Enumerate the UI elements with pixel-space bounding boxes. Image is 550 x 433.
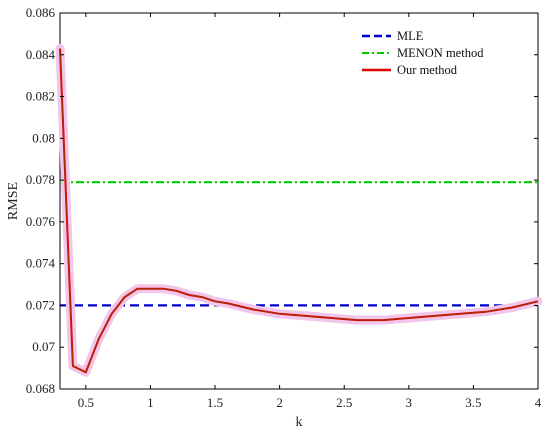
y-tick-label: 0.078 — [26, 172, 55, 187]
x-tick-label: 2 — [276, 395, 283, 410]
series-layer — [55, 44, 543, 377]
y-tick-label: 0.084 — [26, 47, 56, 62]
y-tick-label: 0.08 — [32, 130, 55, 145]
x-axis-label: k — [296, 415, 303, 430]
x-tick-label: 3 — [406, 395, 413, 410]
y-tick-label: 0.074 — [26, 256, 56, 271]
x-tick-labels: 0.5 1 1.5 2 2.5 3 3.5 4 — [78, 395, 542, 410]
x-tick-label: 2.5 — [336, 395, 352, 410]
y-tick-label: 0.07 — [32, 339, 55, 354]
series-inner-our-method — [59, 48, 539, 373]
x-tick-label: 4 — [535, 395, 542, 410]
y-tick-label: 0.068 — [26, 381, 55, 396]
legend-label-menon-method: MENON method — [397, 46, 484, 60]
legend-label-our-method: Our method — [397, 63, 458, 77]
y-axis-label: RMSE — [6, 182, 21, 220]
x-tick-label: 1.5 — [207, 395, 223, 410]
x-tick-label: 0.5 — [78, 395, 94, 410]
y-tick-labels: 0.068 0.07 0.072 0.074 0.076 0.078 0.08 0.082 0.… — [26, 5, 56, 396]
y-tick-label: 0.076 — [26, 214, 56, 229]
ticks-layer — [60, 12, 539, 390]
plot-area — [59, 12, 539, 390]
y-tick-label: 0.072 — [26, 297, 55, 312]
x-tick-label: 3.5 — [465, 395, 481, 410]
x-tick-label: 1 — [147, 395, 154, 410]
y-tick-label: 0.082 — [26, 89, 55, 104]
legend-label-mle: MLE — [397, 29, 424, 43]
y-tick-label: 0.086 — [26, 5, 56, 20]
legend: MLE MENON method Our method — [362, 29, 484, 77]
